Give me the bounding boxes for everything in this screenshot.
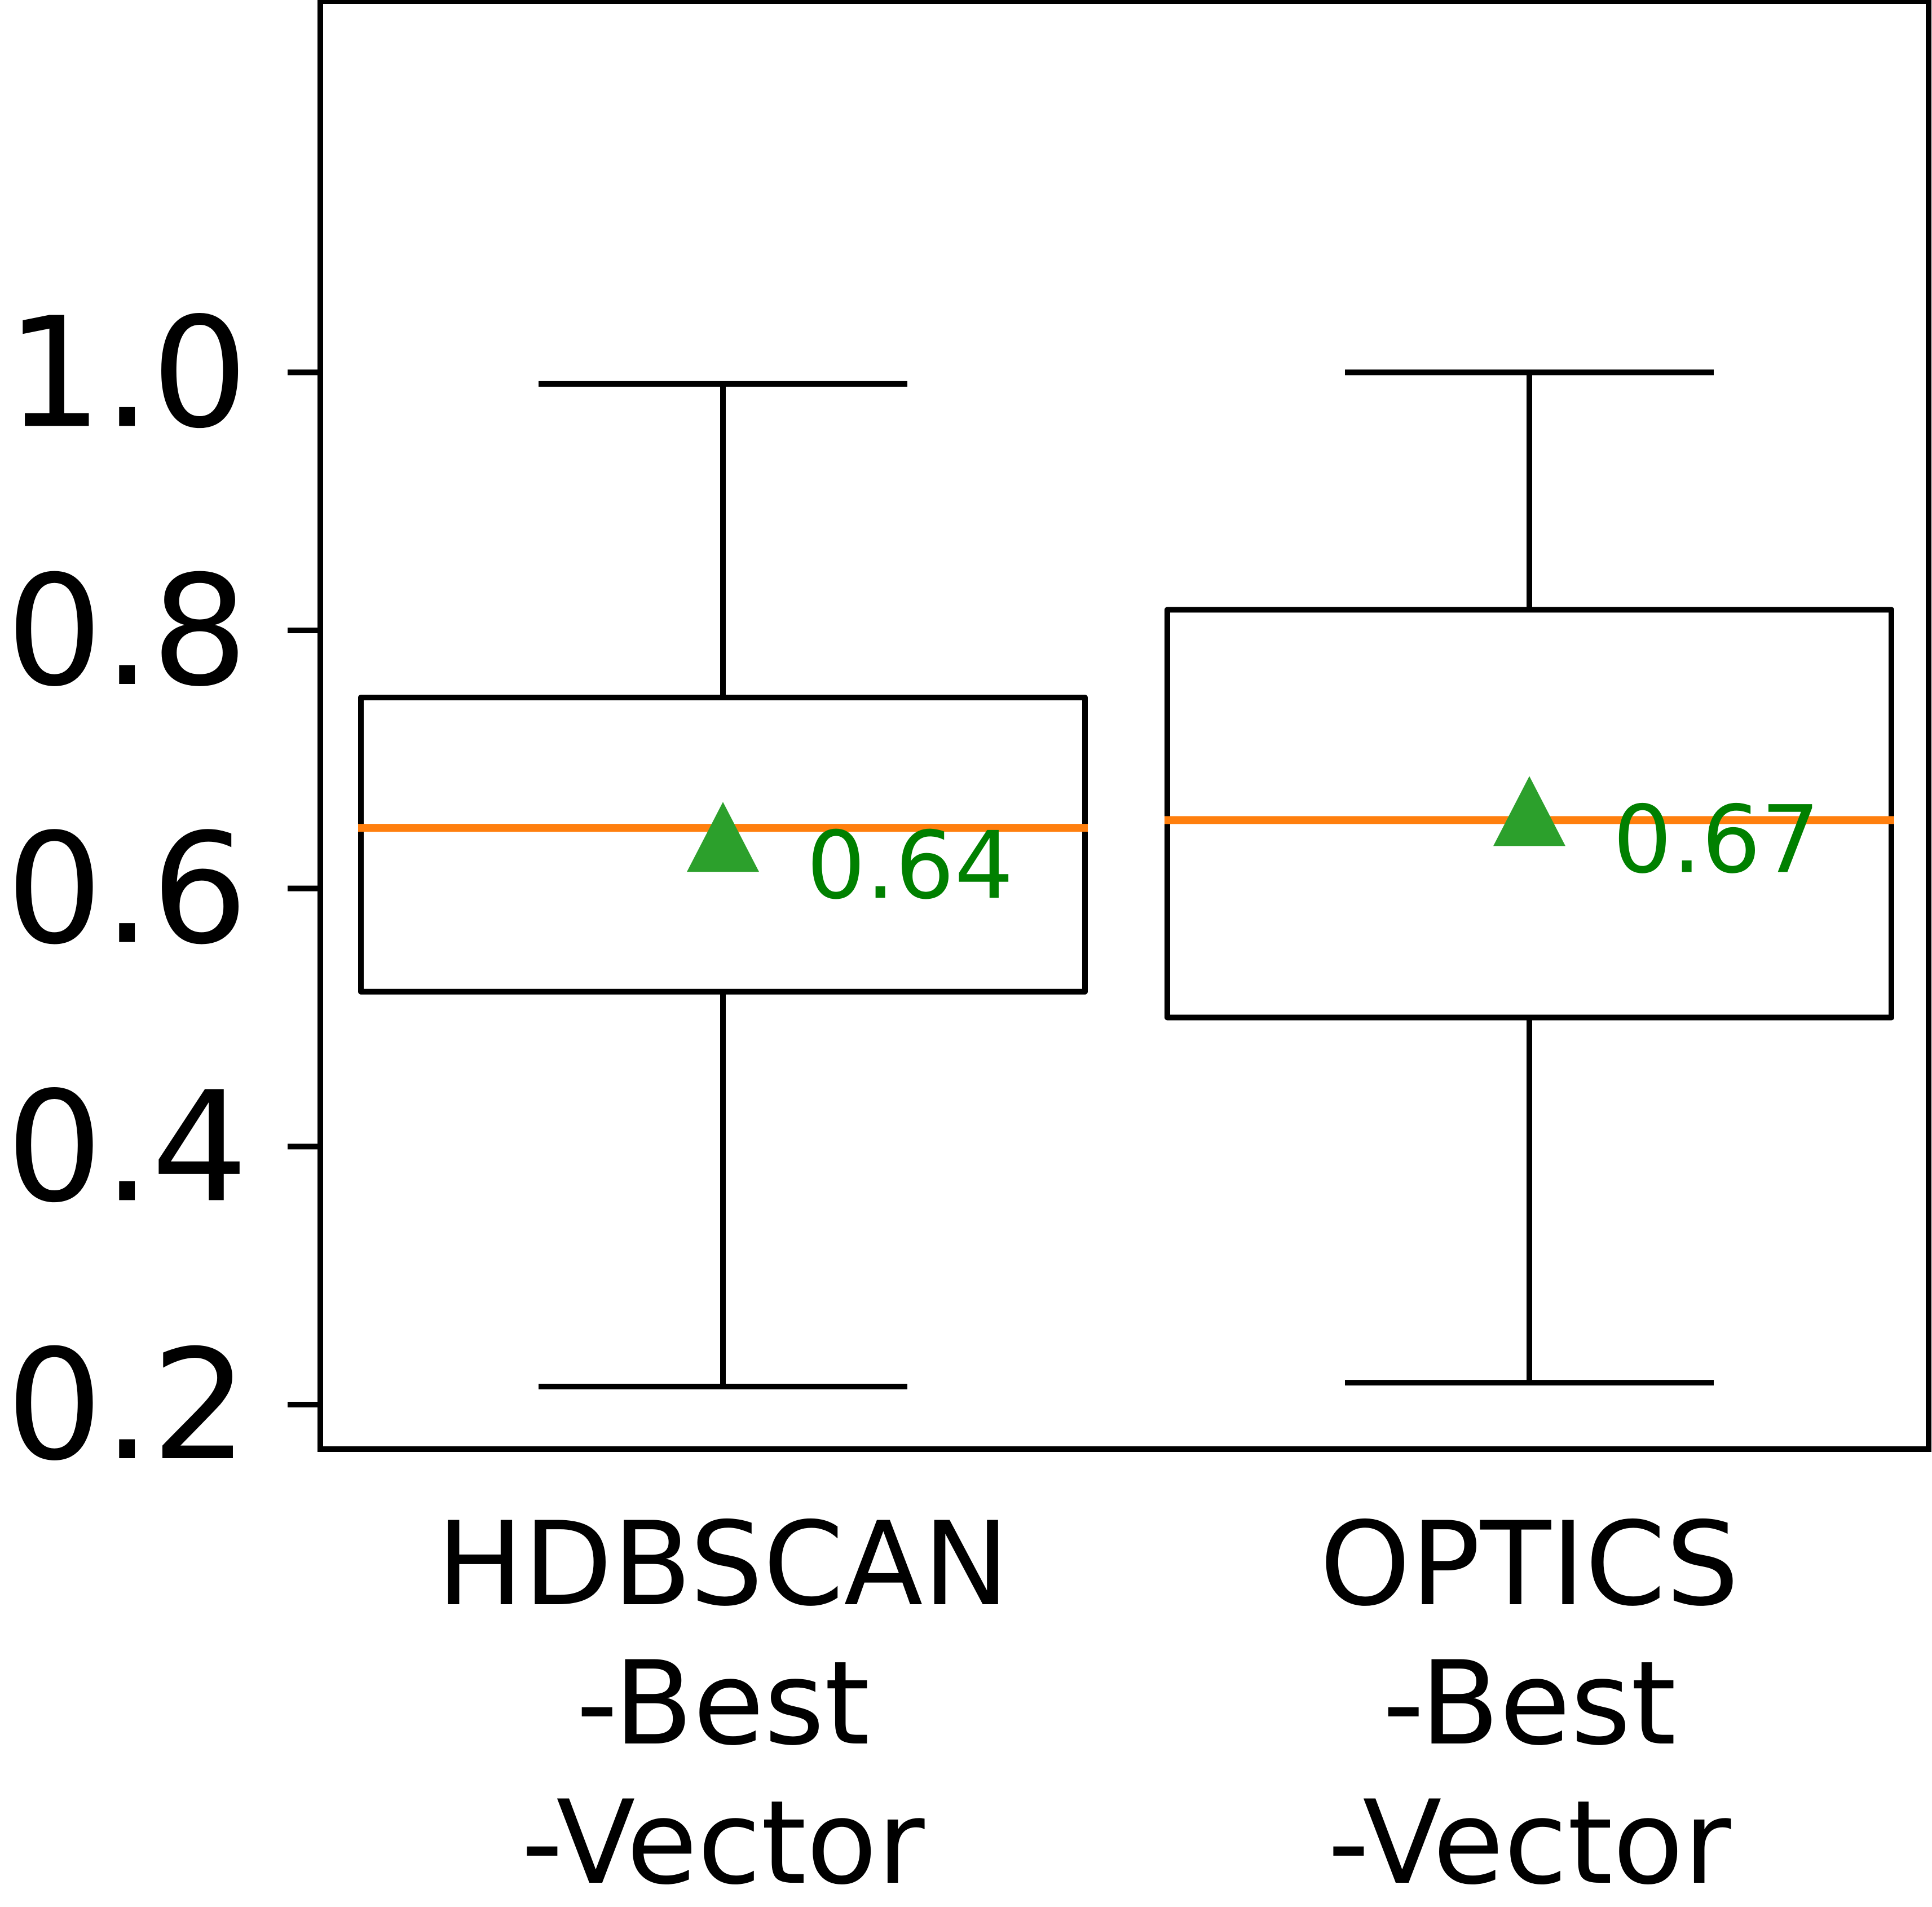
mean-marker [1493,776,1565,846]
boxes-group: 0.64 0.67 [358,369,1894,1389]
y-tick-label: 0.6 [6,801,248,978]
box-2: 0.67 [1165,369,1894,1386]
y-tick-label: 0.4 [6,1058,248,1236]
x-category-label-line: -Vector [521,1776,925,1907]
x-category-label-line: -Vector [1327,1776,1731,1907]
x-category-label-line: -Best [1383,1637,1677,1771]
mean-value-label: 0.64 [806,811,1013,920]
x-category-label-line: OPTICS [1320,1498,1739,1632]
plot-frame [317,0,1931,1452]
x-category-label-1: HDBSCAN-Best-Vector [436,1498,1009,1907]
y-axis: 0.2 0.4 0.6 0.8 1.0 [6,284,320,1494]
x-category-label-2: OPTICS-Best-Vector [1320,1498,1739,1907]
x-category-label-line: HDBSCAN [436,1498,1009,1632]
box-1: 0.64 [358,381,1088,1389]
y-tick-label: 0.2 [6,1317,248,1494]
mean-marker [687,802,759,872]
iqr-box [1165,607,1894,1021]
mean-value-label: 0.67 [1613,785,1820,894]
y-tick-label: 0.8 [6,542,248,720]
iqr-box [358,694,1088,995]
y-tick-label: 1.0 [6,284,248,462]
x-category-label-line: -Best [576,1637,870,1771]
